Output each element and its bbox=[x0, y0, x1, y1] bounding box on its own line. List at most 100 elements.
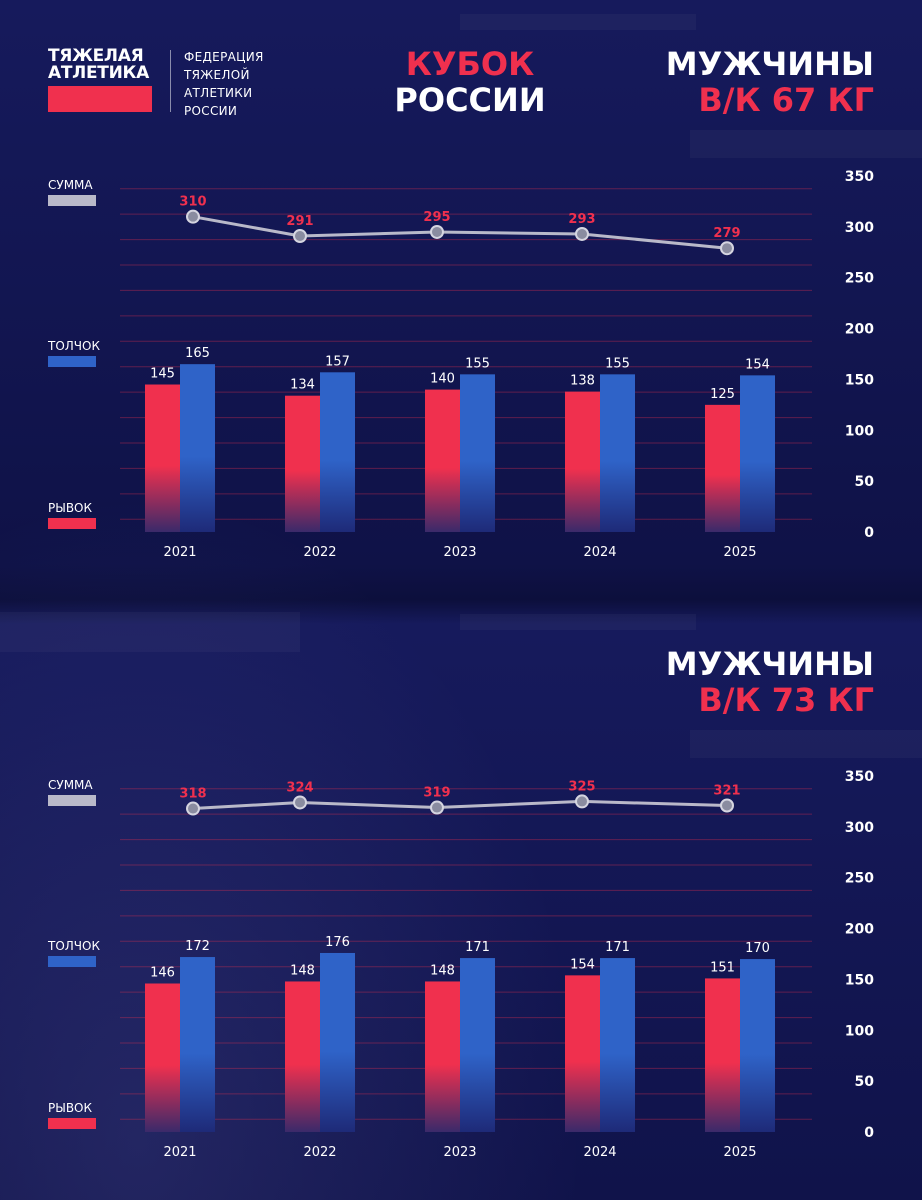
data-label-snatch: 145 bbox=[150, 367, 175, 382]
bar-snatch bbox=[425, 389, 460, 532]
logo-line1: ТЯЖЕЛАЯ bbox=[48, 46, 144, 66]
data-label-snatch: 125 bbox=[710, 387, 735, 402]
x-tick-label: 2025 bbox=[723, 545, 756, 560]
data-label-clean-jerk: 157 bbox=[325, 354, 350, 369]
total-label: 325 bbox=[568, 779, 595, 794]
total-label: 318 bbox=[179, 787, 206, 802]
y-tick-label: 250 bbox=[845, 271, 874, 287]
legend-swatch bbox=[48, 956, 96, 967]
total-point bbox=[430, 800, 444, 815]
y-tick-label: 350 bbox=[845, 769, 874, 785]
x-tick-label: 2022 bbox=[303, 545, 336, 560]
y-tick-label: 200 bbox=[845, 922, 874, 938]
bar-snatch bbox=[425, 981, 460, 1132]
bar-clean-jerk bbox=[600, 958, 635, 1132]
total-point bbox=[720, 798, 734, 813]
logo-line2: АТЛЕТИКА bbox=[48, 63, 149, 83]
bar-snatch bbox=[565, 391, 600, 532]
total-label: 295 bbox=[423, 210, 450, 225]
y-tick-label: 50 bbox=[855, 1074, 875, 1090]
logo-bar bbox=[48, 86, 152, 112]
federation-line: РОССИИ bbox=[184, 104, 238, 118]
data-label-snatch: 138 bbox=[570, 374, 595, 389]
data-label-snatch: 134 bbox=[290, 378, 315, 393]
federation-line: ФЕДЕРАЦИЯ bbox=[184, 50, 264, 64]
data-label-snatch: 146 bbox=[150, 965, 175, 980]
chart2-title-line2: В/К 73 КГ bbox=[698, 681, 874, 719]
bar-clean-jerk bbox=[600, 374, 635, 532]
legend-swatch bbox=[48, 795, 96, 806]
legend-swatch bbox=[48, 1118, 96, 1129]
legend-label: СУММА bbox=[48, 778, 93, 792]
federation-line: ТЯЖЕЛОЙ bbox=[184, 68, 250, 82]
total-label: 310 bbox=[179, 195, 206, 210]
total-point bbox=[293, 229, 307, 244]
data-label-clean-jerk: 171 bbox=[465, 940, 490, 955]
x-tick-label: 2025 bbox=[723, 1145, 756, 1160]
total-point bbox=[430, 224, 444, 239]
total-label: 321 bbox=[713, 783, 740, 798]
bar-clean-jerk bbox=[320, 952, 355, 1132]
bar-clean-jerk bbox=[180, 957, 215, 1132]
bar-clean-jerk bbox=[460, 374, 495, 532]
total-point bbox=[720, 241, 734, 256]
y-tick-label: 0 bbox=[864, 1125, 874, 1141]
legend-swatch bbox=[48, 195, 96, 206]
data-label-snatch: 151 bbox=[710, 960, 735, 975]
data-label-clean-jerk: 165 bbox=[185, 346, 210, 361]
total-line bbox=[192, 799, 728, 811]
bar-snatch bbox=[285, 981, 320, 1132]
bar-clean-jerk bbox=[320, 372, 355, 532]
x-tick-label: 2024 bbox=[583, 545, 616, 560]
legend-label: РЫВОК bbox=[48, 1101, 93, 1115]
bar-snatch bbox=[145, 384, 180, 532]
x-tick-label: 2023 bbox=[443, 1145, 476, 1160]
bar-clean-jerk bbox=[740, 375, 775, 532]
chart1-title-line2: В/К 67 КГ bbox=[698, 81, 874, 119]
y-tick-label: 100 bbox=[845, 1023, 874, 1039]
chart1-title-line1: МУЖЧИНЫ bbox=[665, 45, 874, 83]
y-tick-label: 300 bbox=[845, 220, 874, 236]
logo-divider bbox=[170, 50, 171, 112]
total-point bbox=[186, 801, 200, 816]
y-tick-label: 300 bbox=[845, 820, 874, 836]
event-title-line2: РОССИИ bbox=[394, 81, 546, 119]
legend-label: СУММА bbox=[48, 178, 93, 192]
legend-label: РЫВОК bbox=[48, 501, 93, 515]
y-tick-label: 100 bbox=[845, 423, 874, 439]
bar-snatch bbox=[705, 978, 740, 1132]
federation-name: ФЕДЕРАЦИЯ ТЯЖЕЛОЙ АТЛЕТИКИ РОССИИ bbox=[184, 48, 264, 120]
data-label-clean-jerk: 176 bbox=[325, 935, 350, 950]
y-tick-label: 150 bbox=[845, 372, 874, 388]
x-tick-label: 2024 bbox=[583, 1145, 616, 1160]
total-label: 291 bbox=[286, 214, 313, 229]
bar-clean-jerk bbox=[180, 364, 215, 532]
y-tick-label: 150 bbox=[845, 972, 874, 988]
chart2-title-line1: МУЖЧИНЫ bbox=[665, 645, 874, 683]
legend-swatch bbox=[48, 518, 96, 529]
data-label-snatch: 148 bbox=[430, 963, 455, 978]
data-label-clean-jerk: 171 bbox=[605, 940, 630, 955]
x-tick-label: 2023 bbox=[443, 545, 476, 560]
bar-snatch bbox=[285, 395, 320, 532]
total-point bbox=[575, 794, 589, 809]
data-label-snatch: 148 bbox=[290, 963, 315, 978]
chart-73kg: 0 50 100 150 200 250 300 350 СУММА ТОЛЧОК РЫВОК 146… bbox=[47, 769, 875, 1160]
y-tick-label: 50 bbox=[855, 474, 875, 490]
data-label-snatch: 154 bbox=[570, 957, 595, 972]
data-label-clean-jerk: 155 bbox=[605, 356, 630, 371]
total-point bbox=[293, 795, 307, 810]
total-point bbox=[186, 209, 200, 224]
logo: ТЯЖЕЛАЯ АТЛЕТИКА bbox=[48, 48, 152, 112]
total-label: 293 bbox=[568, 212, 595, 227]
total-label: 319 bbox=[423, 786, 450, 801]
y-tick-label: 200 bbox=[845, 322, 874, 338]
legend-label: ТОЛЧОК bbox=[47, 339, 100, 353]
x-tick-label: 2021 bbox=[163, 1145, 196, 1160]
bar-clean-jerk bbox=[460, 958, 495, 1132]
event-title: КУБОК РОССИИ bbox=[380, 46, 560, 118]
bar-snatch bbox=[705, 404, 740, 532]
total-line bbox=[192, 215, 728, 250]
federation-line: АТЛЕТИКИ bbox=[184, 86, 253, 100]
x-tick-label: 2022 bbox=[303, 1145, 336, 1160]
